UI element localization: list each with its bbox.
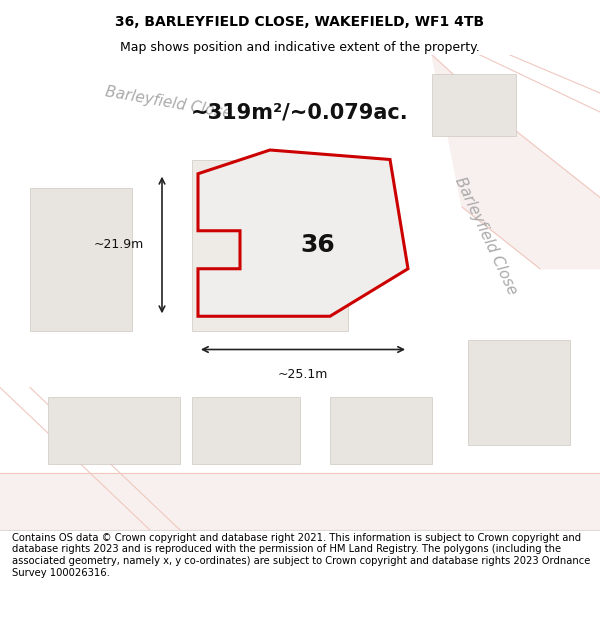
Polygon shape bbox=[48, 397, 180, 464]
Polygon shape bbox=[192, 159, 348, 331]
Polygon shape bbox=[192, 397, 300, 464]
Text: 36, BARLEYFIELD CLOSE, WAKEFIELD, WF1 4TB: 36, BARLEYFIELD CLOSE, WAKEFIELD, WF1 4T… bbox=[115, 16, 485, 29]
Polygon shape bbox=[0, 473, 600, 530]
Text: Barleyfield Close: Barleyfield Close bbox=[104, 84, 232, 121]
Text: ~21.9m: ~21.9m bbox=[94, 239, 144, 251]
Text: Map shows position and indicative extent of the property.: Map shows position and indicative extent… bbox=[120, 41, 480, 54]
Text: Barleyfield Close: Barleyfield Close bbox=[452, 174, 520, 297]
Polygon shape bbox=[468, 340, 570, 444]
Polygon shape bbox=[330, 397, 432, 464]
Polygon shape bbox=[432, 74, 516, 136]
Text: ~25.1m: ~25.1m bbox=[278, 369, 328, 381]
Polygon shape bbox=[432, 55, 600, 269]
Polygon shape bbox=[30, 188, 132, 331]
Text: ~319m²/~0.079ac.: ~319m²/~0.079ac. bbox=[191, 102, 409, 122]
Text: 36: 36 bbox=[301, 233, 335, 257]
Polygon shape bbox=[198, 150, 408, 316]
Polygon shape bbox=[0, 0, 266, 87]
Text: Contains OS data © Crown copyright and database right 2021. This information is : Contains OS data © Crown copyright and d… bbox=[12, 533, 590, 578]
